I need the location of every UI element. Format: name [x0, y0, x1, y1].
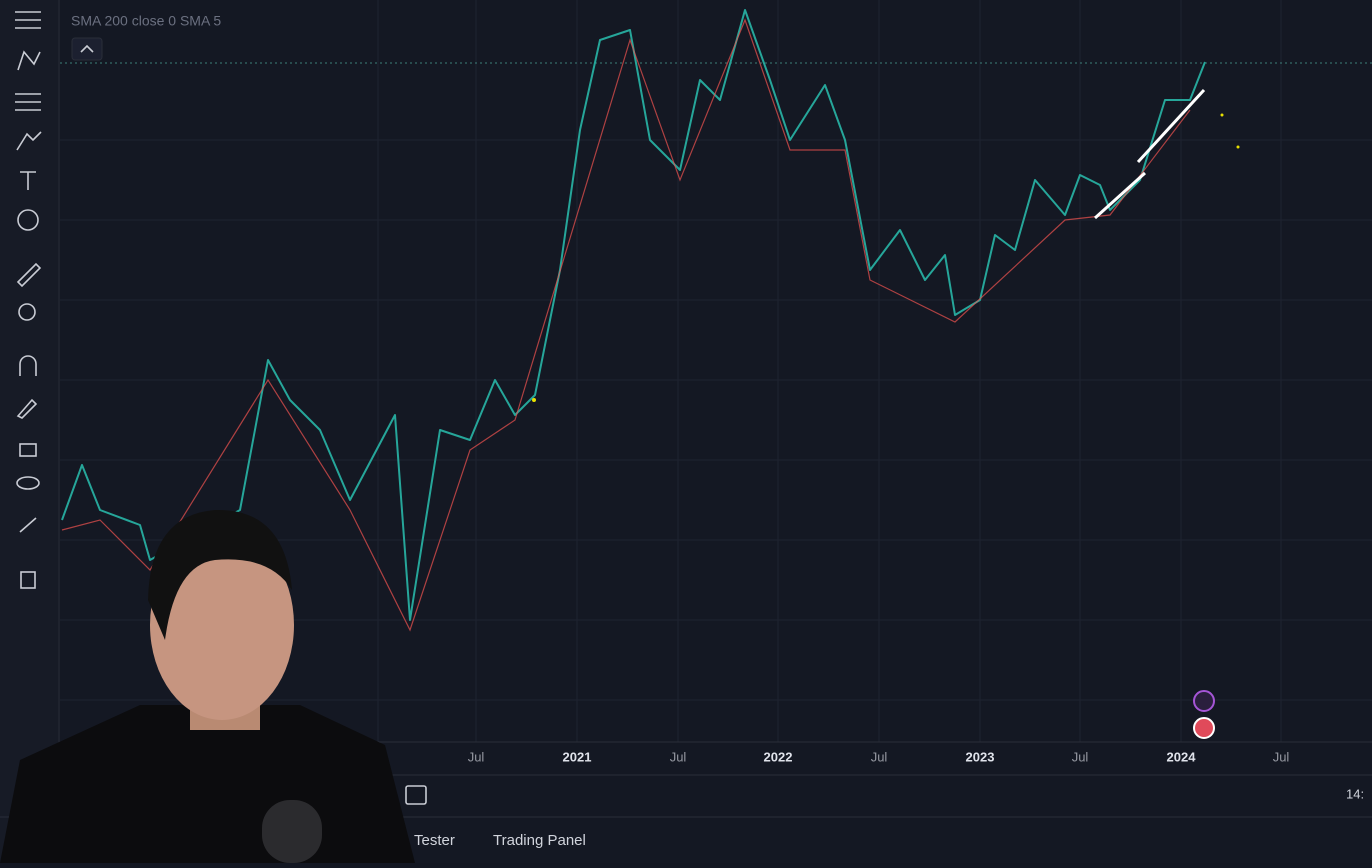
sma-dot — [1220, 113, 1224, 117]
lock-draw-icon[interactable] — [16, 398, 38, 419]
emoji-icon[interactable] — [17, 209, 39, 231]
trend-line[interactable] — [1136, 88, 1206, 164]
time-label: Jul — [670, 749, 687, 764]
sma-dot — [532, 398, 536, 402]
tab[interactable]: Tester — [414, 832, 455, 849]
price-trace — [61, 9, 1206, 621]
time-label: Jul — [468, 749, 485, 764]
time-label: 2022 — [764, 749, 793, 764]
time-label: 2021 — [563, 749, 592, 764]
trend-line[interactable] — [1093, 171, 1147, 220]
unlock-icon[interactable] — [19, 443, 37, 457]
zoom-icon[interactable] — [18, 303, 36, 321]
tools — [15, 11, 42, 589]
time-label: Jul — [1273, 749, 1290, 764]
link-icon[interactable] — [19, 517, 37, 533]
time-label: Jul — [1072, 749, 1089, 764]
presenter — [0, 509, 415, 863]
time-label: Jul — [871, 749, 888, 764]
collapse-button[interactable] — [71, 37, 103, 61]
ruler-icon[interactable] — [16, 262, 42, 288]
time-readout: 14: — [1346, 786, 1364, 801]
pattern-icon[interactable] — [17, 50, 41, 71]
presenter-hair — [148, 509, 292, 640]
menu-icon[interactable] — [15, 11, 41, 29]
date-range-icon[interactable] — [405, 785, 427, 805]
microphone — [262, 800, 322, 863]
sma-dot — [1236, 145, 1240, 149]
flag-badge[interactable] — [1193, 717, 1215, 739]
brush-icon[interactable] — [16, 131, 42, 151]
collapse-icon — [80, 44, 94, 53]
presenter-face — [150, 530, 294, 720]
magnet-icon[interactable] — [19, 355, 37, 376]
event-badge[interactable] — [1193, 690, 1215, 712]
toolbar — [0, 0, 58, 863]
time-axis: 20Jul2021Jul2022Jul2023Jul2024Jul — [371, 749, 1290, 764]
text-icon[interactable] — [20, 171, 36, 190]
trash-icon[interactable] — [20, 571, 36, 589]
tab[interactable]: Trading Panel — [493, 832, 586, 849]
time-label: 2023 — [966, 749, 995, 764]
eye-icon[interactable] — [16, 476, 40, 490]
fib-icon[interactable] — [15, 93, 41, 111]
price-trace-shadow — [61, 18, 1191, 632]
indicator-legend: SMA 200 close 0 SMA 5 — [71, 13, 221, 29]
time-label: 2024 — [1167, 749, 1197, 764]
